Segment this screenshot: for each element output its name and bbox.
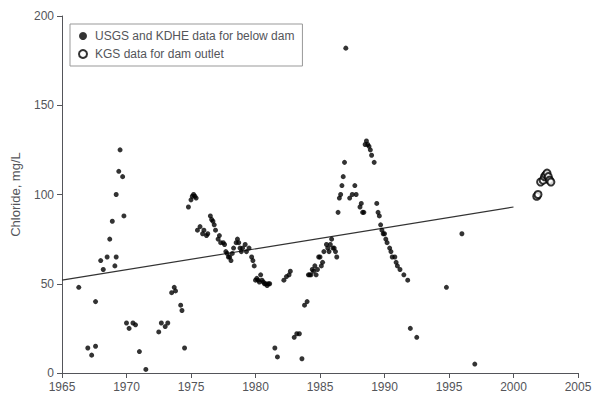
svg-text:1980: 1980 <box>242 380 269 394</box>
svg-text:USGS and KDHE data for below d: USGS and KDHE data for below dam <box>95 29 294 43</box>
svg-text:2005: 2005 <box>565 380 592 394</box>
svg-text:1970: 1970 <box>113 380 140 394</box>
svg-text:1985: 1985 <box>307 380 334 394</box>
svg-text:1995: 1995 <box>436 380 463 394</box>
svg-text:50: 50 <box>41 277 55 291</box>
svg-text:0: 0 <box>47 366 54 380</box>
svg-text:1975: 1975 <box>178 380 205 394</box>
svg-text:200: 200 <box>34 9 54 23</box>
svg-text:KGS data for dam outlet: KGS data for dam outlet <box>95 47 224 61</box>
svg-text:Chloride, mg/L: Chloride, mg/L <box>8 152 23 237</box>
svg-text:2000: 2000 <box>500 380 527 394</box>
svg-text:1990: 1990 <box>371 380 398 394</box>
svg-text:150: 150 <box>34 98 54 112</box>
svg-text:100: 100 <box>34 188 54 202</box>
svg-text:1965: 1965 <box>49 380 76 394</box>
